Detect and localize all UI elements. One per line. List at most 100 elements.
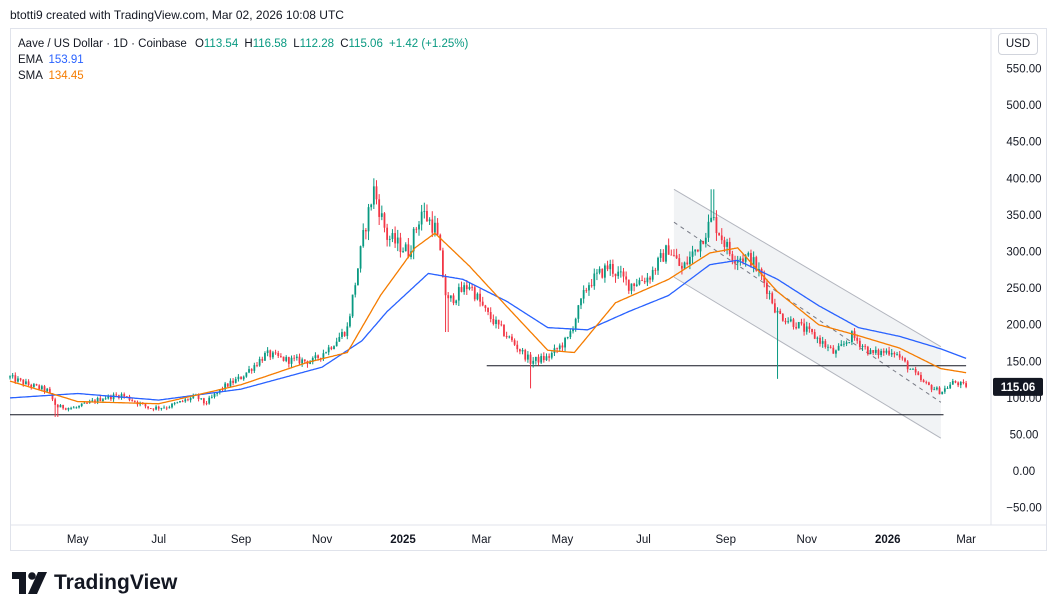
candle[interactable] xyxy=(210,394,213,399)
candle[interactable] xyxy=(771,291,774,305)
candle[interactable] xyxy=(747,251,750,257)
candle[interactable] xyxy=(179,400,181,403)
candle[interactable] xyxy=(258,356,261,367)
candle[interactable] xyxy=(30,383,33,390)
candle[interactable] xyxy=(423,202,426,219)
channel-lower-line[interactable] xyxy=(673,276,942,439)
candle[interactable] xyxy=(845,340,848,347)
candle[interactable] xyxy=(643,277,646,285)
candle[interactable] xyxy=(412,227,415,260)
candle[interactable] xyxy=(282,356,285,362)
candle[interactable] xyxy=(704,232,707,248)
candle[interactable] xyxy=(503,324,505,337)
candle[interactable] xyxy=(242,375,245,381)
candle[interactable] xyxy=(165,406,168,411)
candle[interactable] xyxy=(787,317,790,324)
candle[interactable] xyxy=(622,267,625,283)
candle[interactable] xyxy=(248,365,250,374)
candle[interactable] xyxy=(62,404,65,410)
candle[interactable] xyxy=(171,403,173,409)
candle[interactable] xyxy=(797,321,800,329)
candle[interactable] xyxy=(681,262,683,275)
candle[interactable] xyxy=(943,385,946,394)
candle[interactable] xyxy=(566,336,569,340)
candle[interactable] xyxy=(436,218,439,236)
candle[interactable] xyxy=(237,374,240,382)
candle[interactable] xyxy=(930,384,933,393)
candle[interactable] xyxy=(906,360,909,373)
candle[interactable] xyxy=(173,401,176,406)
candle[interactable] xyxy=(548,353,551,362)
candle[interactable] xyxy=(298,353,301,365)
candle[interactable] xyxy=(837,343,840,351)
candle[interactable] xyxy=(604,263,606,283)
candle[interactable] xyxy=(492,314,495,326)
time-axis[interactable]: May Jul Sep Nov 2025 Mar May Jul Sep Nov 2026 Mar xyxy=(67,534,976,546)
candle[interactable] xyxy=(609,259,612,276)
candle[interactable] xyxy=(864,344,867,350)
candle[interactable] xyxy=(816,336,819,344)
candle[interactable] xyxy=(893,351,896,358)
candle[interactable] xyxy=(651,266,654,282)
candle[interactable] xyxy=(901,355,904,361)
candle[interactable] xyxy=(726,238,728,255)
candle[interactable] xyxy=(447,292,450,333)
candle[interactable] xyxy=(25,378,27,385)
candle[interactable] xyxy=(155,405,157,411)
candle[interactable] xyxy=(274,349,277,355)
candle[interactable] xyxy=(295,354,298,361)
candle[interactable] xyxy=(372,178,375,210)
candle[interactable] xyxy=(872,350,875,356)
candle[interactable] xyxy=(928,381,930,386)
candle[interactable] xyxy=(858,337,861,350)
candle[interactable] xyxy=(176,401,179,404)
candle[interactable] xyxy=(550,351,553,360)
candle[interactable] xyxy=(856,334,859,344)
candle[interactable] xyxy=(617,266,620,279)
candle[interactable] xyxy=(56,403,59,417)
candle[interactable] xyxy=(404,242,407,252)
candle[interactable] xyxy=(285,355,288,363)
candle[interactable] xyxy=(152,408,155,412)
ema-row[interactable]: EMA 153.91 xyxy=(18,52,468,68)
candle[interactable] xyxy=(279,353,282,358)
candle[interactable] xyxy=(224,381,227,392)
candle[interactable] xyxy=(832,345,835,354)
channel-mid-line[interactable] xyxy=(673,221,942,403)
candle[interactable] xyxy=(558,343,561,352)
candle[interactable] xyxy=(497,319,500,329)
candles[interactable] xyxy=(9,178,967,417)
candle[interactable] xyxy=(683,261,686,269)
candle[interactable] xyxy=(768,290,771,300)
candle[interactable] xyxy=(909,368,912,370)
candle[interactable] xyxy=(287,356,290,368)
candle[interactable] xyxy=(439,233,442,251)
candle[interactable] xyxy=(720,228,723,245)
candle[interactable] xyxy=(226,383,229,388)
candle[interactable] xyxy=(712,189,715,221)
candle[interactable] xyxy=(630,283,633,295)
candle[interactable] xyxy=(572,326,574,334)
candle[interactable] xyxy=(351,294,354,318)
candle[interactable] xyxy=(598,266,601,275)
candle[interactable] xyxy=(147,406,150,410)
candle[interactable] xyxy=(208,395,211,405)
candle[interactable] xyxy=(596,269,598,281)
candle[interactable] xyxy=(187,398,189,402)
candle[interactable] xyxy=(115,392,118,397)
candle[interactable] xyxy=(264,351,266,361)
candle[interactable] xyxy=(383,212,386,233)
candle[interactable] xyxy=(481,296,484,307)
candle[interactable] xyxy=(420,204,423,231)
candle[interactable] xyxy=(513,338,516,346)
candle[interactable] xyxy=(189,397,192,403)
candle[interactable] xyxy=(718,232,721,236)
candle[interactable] xyxy=(120,392,123,400)
candle[interactable] xyxy=(473,285,476,302)
candle[interactable] xyxy=(710,189,713,223)
candle[interactable] xyxy=(362,223,365,248)
candle[interactable] xyxy=(678,253,681,267)
candle[interactable] xyxy=(250,368,253,374)
candle[interactable] xyxy=(843,340,845,347)
